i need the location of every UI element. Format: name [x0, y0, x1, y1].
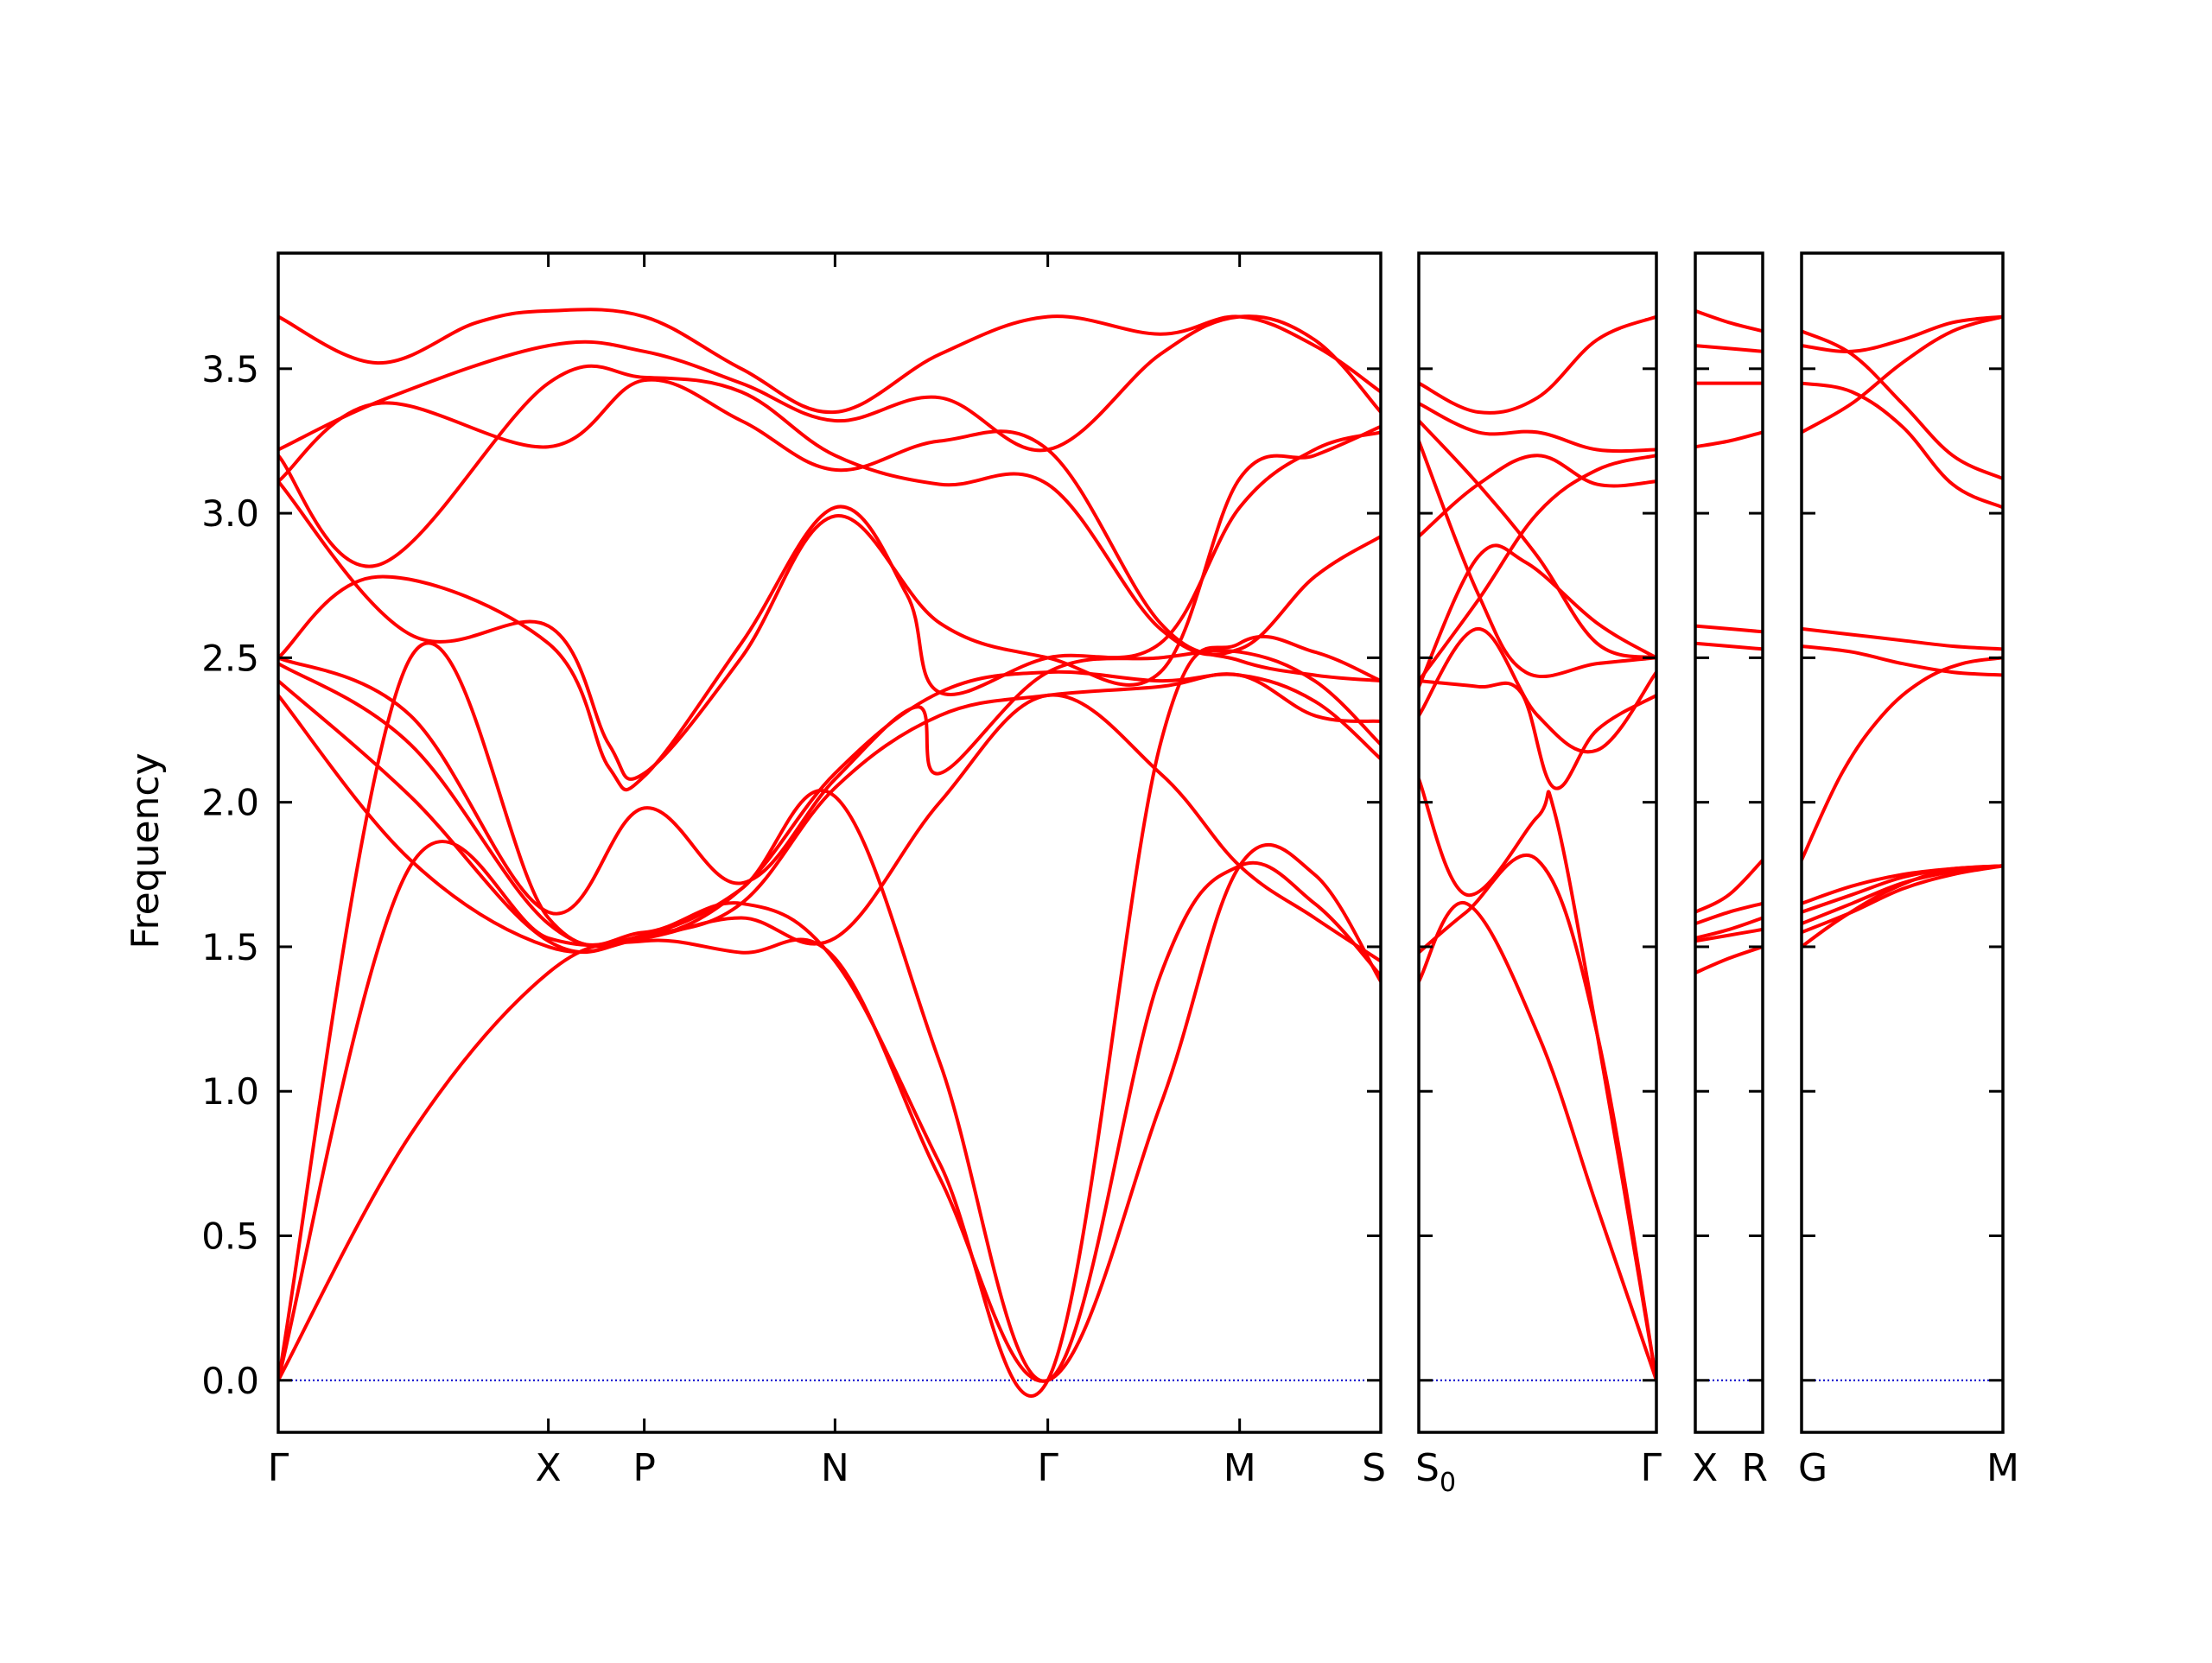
- band-line-2: [1419, 402, 1656, 454]
- band-line-10: [278, 693, 1381, 963]
- band-line-7: [1802, 656, 2003, 862]
- band-line-5: [278, 424, 1381, 781]
- band-line-10: [1419, 777, 1656, 1382]
- band-line-9: [1695, 916, 1763, 940]
- band-line-4: [1802, 314, 2003, 435]
- y-tick-label: 0.5: [201, 1216, 259, 1258]
- band-line-10: [1695, 927, 1763, 943]
- band-line-4: [1419, 439, 1656, 678]
- x-tick-label: N: [821, 1446, 849, 1490]
- band-line-11: [1802, 864, 2003, 935]
- x-tick-label: M: [1224, 1446, 1256, 1490]
- x-tick-label: R: [1741, 1446, 1768, 1490]
- x-tick-label: X: [1692, 1446, 1718, 1490]
- band-line-12: [1419, 900, 1656, 1382]
- band-line-1: [1802, 329, 2003, 480]
- band-curves: [1695, 308, 1763, 975]
- band-curves: [278, 308, 1381, 1398]
- y-tick-label: 3.5: [201, 348, 259, 390]
- x-tick-label-subscript: 0: [1440, 1468, 1456, 1498]
- y-tick-label: 3.0: [201, 492, 259, 535]
- band-line-13: [278, 843, 1381, 1383]
- band-line-8: [1695, 901, 1763, 926]
- panel-frame: [1417, 251, 1658, 1434]
- band-line-7: [278, 649, 1381, 916]
- panel-frame: [1800, 251, 2005, 1434]
- band-line-3: [1419, 419, 1656, 660]
- band-line-6: [1419, 454, 1656, 683]
- band-line-1: [1419, 314, 1656, 415]
- band-line-6: [278, 430, 1381, 792]
- y-tick-label: 1.0: [201, 1070, 259, 1113]
- band-curves: [1802, 314, 2003, 949]
- band-line-9: [1419, 679, 1656, 790]
- band-line-7: [1695, 858, 1763, 914]
- panel-frame: [276, 251, 1382, 1434]
- x-tick-label: G: [1798, 1446, 1827, 1490]
- x-tick-label: S: [1362, 1446, 1386, 1490]
- x-tick-label: X: [536, 1446, 562, 1490]
- y-tick-label: 1.5: [201, 926, 259, 968]
- band-line-3: [278, 364, 1381, 657]
- band-line-8: [1419, 626, 1656, 754]
- band-line-5: [1419, 454, 1656, 538]
- band-line-7: [1419, 543, 1656, 689]
- band-line-6: [1695, 641, 1763, 651]
- band-line-9: [278, 672, 1381, 955]
- band-line-6: [1802, 644, 2003, 677]
- y-tick-label: 2.0: [201, 782, 259, 824]
- panel-2: S0 Γ: [1415, 251, 1662, 1498]
- y-axis-label: Frequency: [124, 752, 168, 949]
- band-line-3: [1802, 381, 2003, 510]
- band-line-1: [1695, 308, 1763, 333]
- y-tick-label: 0.0: [201, 1360, 259, 1402]
- x-tick-label: Γ: [1640, 1446, 1662, 1490]
- band-line-2: [1802, 314, 2003, 353]
- x-tick-label: M: [1986, 1446, 2019, 1490]
- band-line-12: [1802, 864, 2003, 949]
- x-tick-label: Γ: [268, 1446, 289, 1490]
- y-tick-label: 2.5: [201, 637, 259, 679]
- band-line-4: [1695, 430, 1763, 449]
- x-tick-label: P: [632, 1446, 656, 1490]
- band-line-5: [1695, 624, 1763, 634]
- x-tick-label: Γ: [1037, 1446, 1058, 1490]
- panels-layer: 0.00.51.01.52.02.53.03.5Γ X P N Γ M S S0 Γ X R G M: [201, 251, 2019, 1498]
- panel-frame: [1694, 251, 1764, 1434]
- band-line-2: [1695, 344, 1763, 353]
- band-line-11: [1419, 853, 1656, 1382]
- band-line-5: [1802, 626, 2003, 651]
- band-line-4: [278, 378, 1381, 683]
- band-line-2: [278, 314, 1381, 453]
- panel-1: 0.0 0.5 1.0 1.5 2.0 2.5 3.0 3.5 Γ X P N Γ M S: [201, 251, 1386, 1490]
- band-line-11: [1695, 944, 1763, 975]
- band-line-11: [278, 789, 1381, 1383]
- band-curves: [1419, 314, 1656, 1382]
